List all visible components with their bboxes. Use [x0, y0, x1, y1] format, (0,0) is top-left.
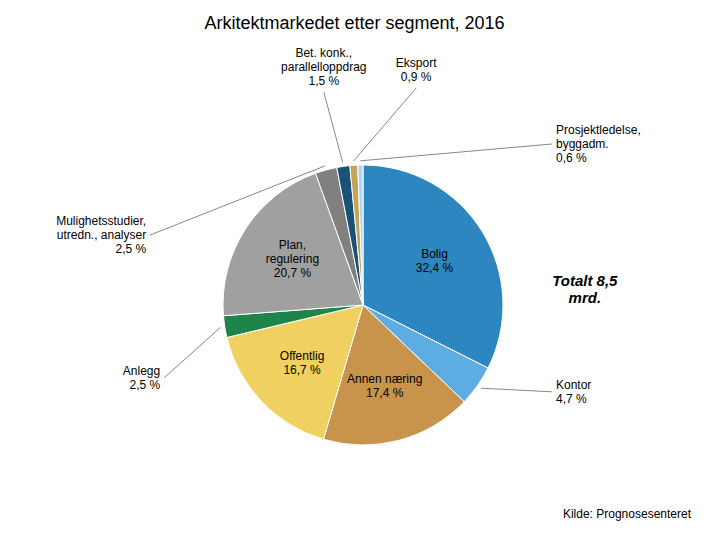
html-text:Totalt 8,5 mrd.: Totalt 8,5 mrd.: [552, 271, 618, 306]
svg-text:Bet. konk.,parallelloppdrag1,5: Bet. konk.,parallelloppdrag1,5 %: [281, 46, 366, 88]
svg-text:Eksport0,9 %: Eksport0,9 %: [396, 56, 437, 84]
svg-text:Annen næring17,4 %: Annen næring17,4 %: [347, 372, 422, 400]
svg-text:Offentlig16,7 %: Offentlig16,7 %: [280, 349, 324, 377]
html-text:Arkitektmarkedet etter segment: Arkitektmarkedet etter segment, 2016: [204, 13, 505, 33]
svg-text:Plan,regulering20,7 %: Plan,regulering20,7 %: [266, 238, 319, 280]
svg-text:Mulighetsstudier,utredn., anal: Mulighetsstudier,utredn., analyser2,5 %: [56, 214, 146, 256]
html-text:Kilde: Prognosesenteret: Kilde: Prognosesenteret: [562, 507, 691, 521]
svg-text:Kontor4,7 %: Kontor4,7 %: [556, 378, 591, 406]
svg-text:Bolig32,4 %: Bolig32,4 %: [416, 247, 454, 275]
svg-text:Prosjektledelse,byggadm.0,6 %: Prosjektledelse,byggadm.0,6 %: [556, 123, 641, 165]
svg-text:Anlegg2,5 %: Anlegg2,5 %: [123, 364, 161, 392]
